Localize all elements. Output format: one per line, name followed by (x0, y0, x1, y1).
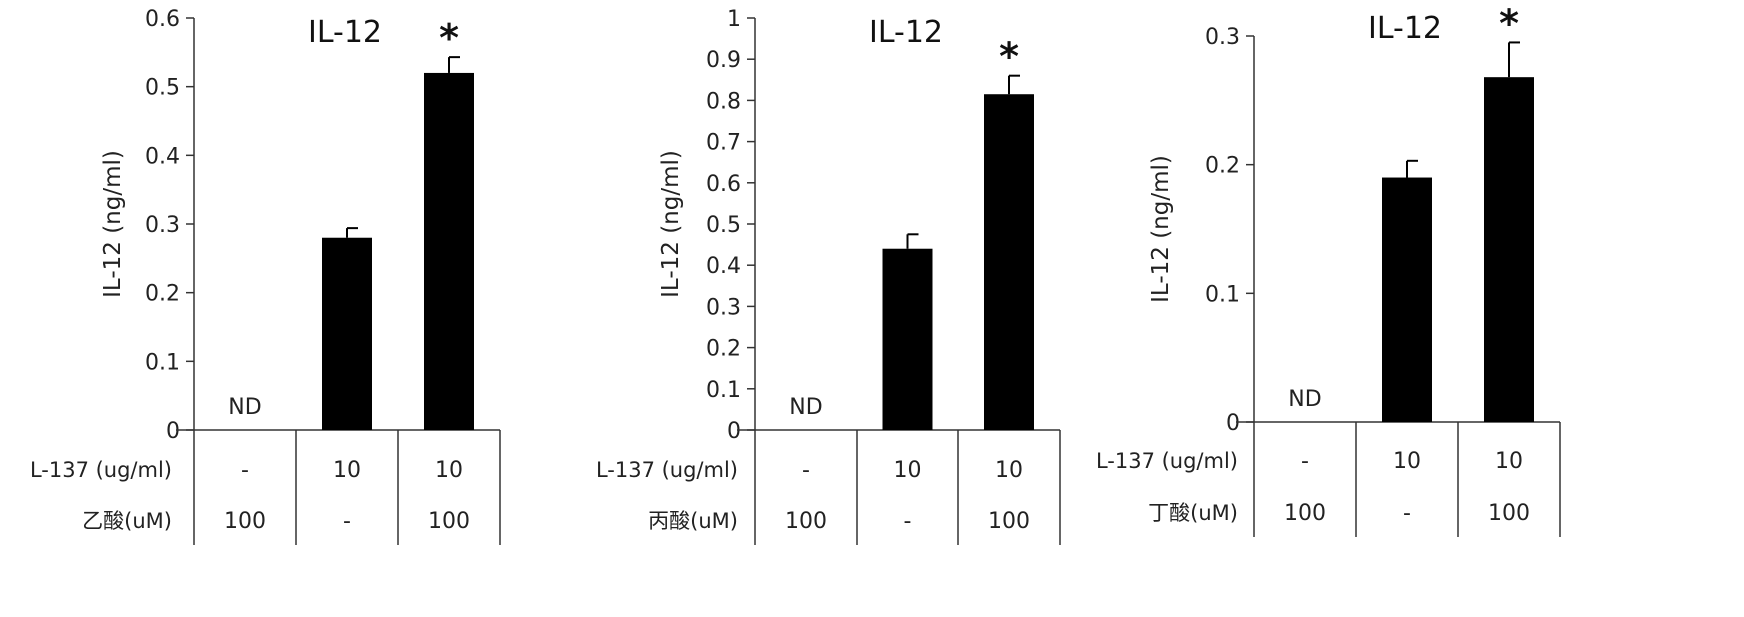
bar-nd-label: ND (228, 395, 261, 420)
chart-title: IL-12 (308, 15, 382, 50)
y-tick-label: 0.1 (1205, 282, 1240, 307)
table-cell: - (343, 509, 351, 534)
table-row-label: 丙酸(uM) (648, 509, 738, 533)
table-row-label: L-137 (ug/ml) (30, 458, 172, 482)
y-axis-label: IL-12 (ng/ml) (1148, 155, 1174, 303)
table-cell: 100 (988, 509, 1030, 534)
y-tick-label: 0.5 (706, 213, 741, 238)
table-cell: 10 (995, 458, 1023, 483)
y-tick-label: 0.3 (145, 213, 180, 238)
y-axis-label: IL-12 (ng/ml) (658, 150, 684, 298)
bar (1382, 178, 1432, 422)
y-tick-label: 0.8 (706, 89, 741, 114)
bar-nd-label: ND (789, 395, 822, 420)
table-cell: 100 (224, 509, 266, 534)
table-cell: 100 (785, 509, 827, 534)
table-cell: 100 (1284, 501, 1326, 526)
y-tick-label: 0 (1226, 411, 1240, 436)
y-tick-label: 0.2 (706, 337, 741, 362)
bar (424, 73, 474, 430)
table-cell: 100 (1488, 501, 1530, 526)
bar (322, 238, 372, 430)
y-tick-label: 0.6 (706, 172, 741, 197)
table-row-label: 丁酸(uM) (1148, 501, 1238, 525)
y-tick-label: 1 (727, 7, 741, 32)
y-tick-label: 0.2 (145, 282, 180, 307)
table-cell: - (1403, 501, 1411, 526)
y-tick-label: 0.1 (706, 378, 741, 403)
chart-title: IL-12 (869, 15, 943, 50)
y-tick-label: 0.5 (145, 76, 180, 101)
table-cell: 10 (894, 458, 922, 483)
table-row-label: L-137 (ug/ml) (1096, 449, 1238, 473)
table-cell: - (1301, 449, 1309, 474)
y-tick-label: 0.4 (145, 144, 180, 169)
table-cell: 10 (1495, 449, 1523, 474)
y-tick-label: 0 (166, 419, 180, 444)
y-tick-label: 0 (727, 419, 741, 444)
table-cell: - (904, 509, 912, 534)
significance-marker: * (439, 16, 459, 60)
y-tick-label: 0.9 (706, 48, 741, 73)
table-cell: - (802, 458, 810, 483)
y-tick-label: 0.2 (1205, 154, 1240, 179)
significance-marker: * (999, 35, 1019, 79)
bar-nd-label: ND (1288, 387, 1321, 412)
y-axis-label: IL-12 (ng/ml) (100, 150, 126, 298)
bar (1484, 77, 1534, 422)
y-tick-label: 0.3 (1205, 25, 1240, 50)
y-tick-label: 0.7 (706, 131, 741, 156)
table-cell: - (241, 458, 249, 483)
table-cell: 10 (1393, 449, 1421, 474)
table-row-label: L-137 (ug/ml) (596, 458, 738, 482)
y-tick-label: 0.6 (145, 7, 180, 32)
y-tick-label: 0.3 (706, 295, 741, 320)
table-cell: 10 (333, 458, 361, 483)
y-tick-label: 0.1 (145, 350, 180, 375)
significance-marker: * (1499, 1, 1519, 45)
table-cell: 10 (435, 458, 463, 483)
table-cell: 100 (428, 509, 470, 534)
table-row-label: 乙酸(uM) (82, 509, 172, 533)
y-tick-label: 0.4 (706, 254, 741, 279)
bar (984, 94, 1034, 430)
bar (883, 249, 933, 430)
chart-title: IL-12 (1368, 11, 1442, 46)
